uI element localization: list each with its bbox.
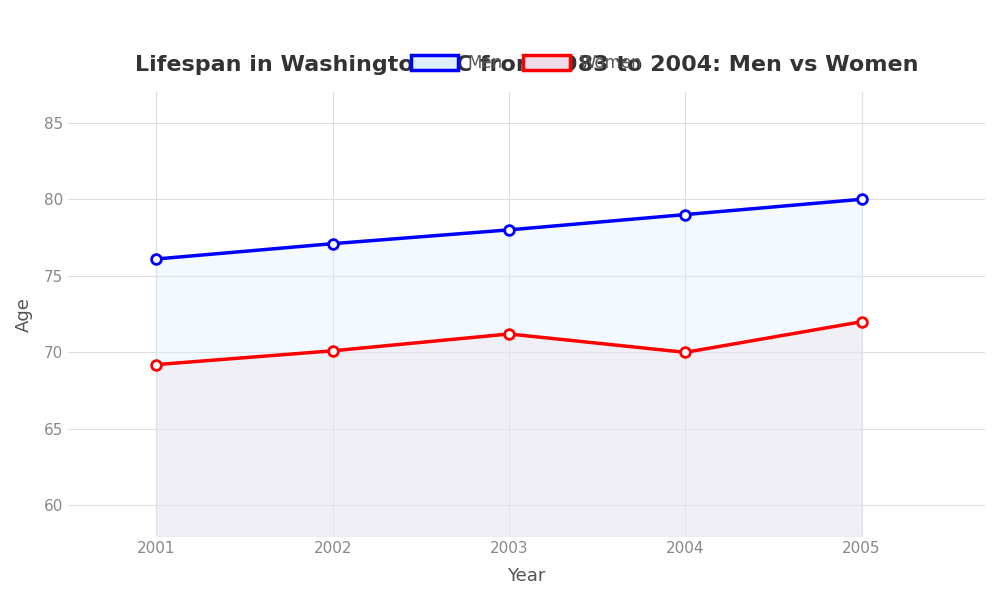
Title: Lifespan in Washington DC from 1983 to 2004: Men vs Women: Lifespan in Washington DC from 1983 to 2… xyxy=(135,55,918,75)
Legend: Men, Women: Men, Women xyxy=(404,47,649,79)
X-axis label: Year: Year xyxy=(507,567,546,585)
Y-axis label: Age: Age xyxy=(15,296,33,332)
